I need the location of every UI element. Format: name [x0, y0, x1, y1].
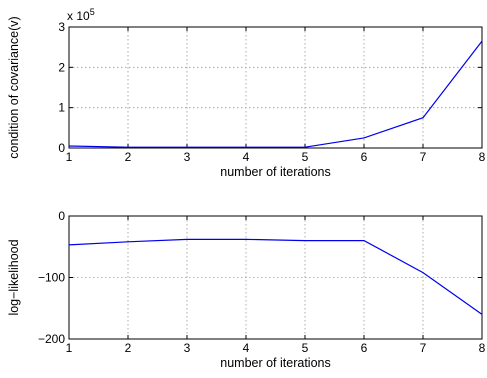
ll-x-tick-label: 4 [243, 341, 250, 355]
ll-x-tick-label: 6 [361, 341, 368, 355]
cov-x-tick-label: 7 [420, 150, 427, 164]
cov-y-tick-label: 3 [58, 20, 65, 34]
cov-y-axis-label: condition of covariance(v) [7, 16, 21, 158]
cov-x-axis-label: number of iterations [220, 165, 330, 179]
multiplier-label: x 105 [67, 7, 95, 23]
ll-x-tick-label: 2 [125, 341, 132, 355]
ll-data-point [127, 241, 129, 243]
ll-x-axis-label: number of iterations [220, 356, 330, 370]
cov-x-tick-label: 6 [361, 150, 368, 164]
ll-x-tick-label: 1 [66, 341, 73, 355]
ll-data-point [422, 271, 424, 274]
ll-y-tick-label: −200 [38, 332, 65, 346]
ll-y-tick-label: −100 [38, 271, 65, 285]
cov-data-point [422, 117, 424, 119]
ll-x-tick-label: 5 [302, 341, 309, 355]
cov-x-tick-label: 1 [66, 150, 73, 164]
ll-x-tick-label: 7 [420, 341, 427, 355]
cov-series-line [68, 40, 483, 148]
ll-series-line [68, 238, 483, 315]
ll-axes-frame [68, 215, 483, 340]
ll-y-axis-label: log−likelihood [7, 239, 21, 315]
ll-y-tick-label: 0 [58, 209, 65, 223]
ll-data-point [481, 313, 483, 315]
cov-y-tick-label: 1 [58, 101, 65, 115]
ll-data-point [304, 240, 306, 242]
ll-x-tick-label: 8 [479, 341, 486, 355]
ll-x-tick-label: 3 [184, 341, 191, 355]
cov-x-tick-label: 5 [302, 150, 309, 164]
cov-data-point [481, 40, 483, 42]
cov-data-point [127, 146, 129, 148]
cov-data-point [363, 137, 365, 139]
cov-data-point [68, 145, 70, 147]
ll-data-point [68, 244, 70, 246]
multiplier-exponent: 5 [90, 7, 95, 17]
cov-axes-frame [68, 26, 483, 149]
cov-y-tick-label: 2 [58, 60, 65, 74]
chart-log-likelihood: 1 2 3 4 5 6 7 8 0 −100 −200 number of iterations log… [7, 209, 486, 370]
cov-data-point [304, 146, 306, 148]
cov-data-point [245, 146, 247, 148]
cov-x-tick-label: 8 [479, 150, 486, 164]
cov-x-tick-label: 4 [243, 150, 250, 164]
ll-data-point [186, 238, 188, 240]
cov-y-tick-label: 0 [58, 141, 65, 155]
ll-data-point [245, 238, 247, 240]
cov-data-point [186, 146, 188, 148]
ll-data-point [363, 240, 365, 242]
cov-x-tick-label: 2 [125, 150, 132, 164]
cov-x-tick-label: 3 [184, 150, 191, 164]
